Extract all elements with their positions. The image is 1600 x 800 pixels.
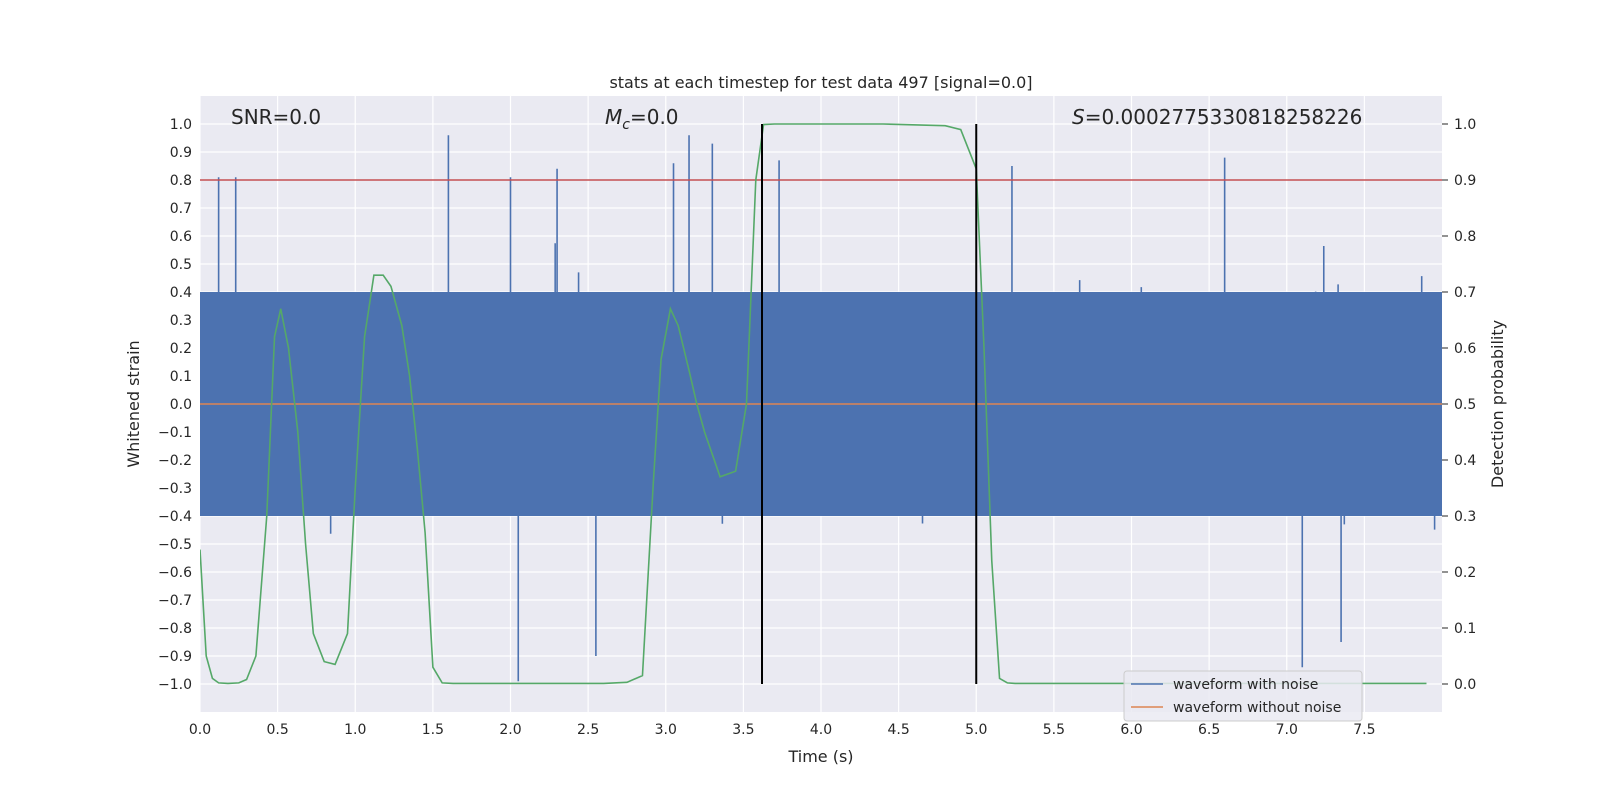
y-tick-label-left: −1.0 xyxy=(158,677,192,693)
x-tick-label: 2.0 xyxy=(499,722,521,738)
score-value: =0.0002775330818258226 xyxy=(1085,105,1363,129)
x-tick-label: 7.5 xyxy=(1353,722,1375,738)
x-tick-label: 4.5 xyxy=(887,722,909,738)
y-tick-label-left: 0.9 xyxy=(170,145,192,161)
y-tick-label-left: 0.4 xyxy=(170,285,192,301)
x-tick-label: 6.5 xyxy=(1198,722,1220,738)
legend-label-noise: waveform with noise xyxy=(1173,677,1318,693)
left-axis: 1.0 0.9 0.8 0.7 0.6 0.5 0.4 0.3 0.2 0.1 0.0 −0.1 −0.… xyxy=(158,117,192,693)
y-tick-label-right: 0.4 xyxy=(1454,453,1476,469)
x-tick-label: 3.0 xyxy=(655,722,677,738)
chirp-mass-symbol: M xyxy=(605,105,622,129)
x-tick-label: 0.5 xyxy=(266,722,288,738)
score-annotation: S=0.0002775330818258226 xyxy=(1072,105,1362,129)
y-tick-label-right: 1.0 xyxy=(1454,117,1476,133)
y-tick-label-right: 0.1 xyxy=(1454,621,1476,637)
y-tick-label-left: 0.0 xyxy=(170,397,192,413)
y-axis-label-right: Detection probability xyxy=(1488,320,1507,488)
legend-box xyxy=(1123,670,1363,722)
y-tick-label-right: 0.0 xyxy=(1454,677,1476,693)
y-tick-label-left: 0.2 xyxy=(170,341,192,357)
y-tick-label-left: 0.5 xyxy=(170,257,192,273)
y-tick-label-right: 0.3 xyxy=(1454,509,1476,525)
y-tick-label-left: 0.8 xyxy=(170,173,192,189)
y-tick-label-left: 0.6 xyxy=(170,229,192,245)
y-tick-label-left: −0.4 xyxy=(158,509,192,525)
chirp-mass-annotation: Mc=0.0 xyxy=(605,105,679,133)
y-tick-label-left: −0.6 xyxy=(158,565,192,581)
detection-probability-line xyxy=(200,123,1427,685)
right-axis: 1.0 0.9 0.8 0.7 0.6 0.5 0.4 0.3 0.2 0.1 0.0 xyxy=(1442,117,1476,693)
y-tick-label-right: 0.5 xyxy=(1454,397,1476,413)
x-tick-label: 5.5 xyxy=(1043,722,1065,738)
snr-annotation: SNR=0.0 xyxy=(231,105,321,129)
x-tick-label: 1.5 xyxy=(422,722,444,738)
chirp-mass-value: =0.0 xyxy=(630,105,679,129)
y-tick-label-left: 1.0 xyxy=(170,117,192,133)
x-tick-label: 7.0 xyxy=(1276,722,1298,738)
y-tick-label-right: 0.7 xyxy=(1454,285,1476,301)
chirp-mass-subscript: c xyxy=(622,117,630,133)
x-axis-label: Time (s) xyxy=(787,747,853,766)
y-tick-label-right: 0.9 xyxy=(1454,173,1476,189)
y-tick-label-left: −0.7 xyxy=(158,593,192,609)
y-tick-label-left: 0.1 xyxy=(170,369,192,385)
x-tick-label: 6.0 xyxy=(1120,722,1142,738)
x-tick-label: 2.5 xyxy=(577,722,599,738)
y-tick-label-left: −0.3 xyxy=(158,481,192,497)
score-symbol: S xyxy=(1072,105,1085,129)
legend-label-clean: waveform without noise xyxy=(1173,700,1341,716)
x-tick-label: 1.0 xyxy=(344,722,366,738)
x-tick-label: 4.0 xyxy=(810,722,832,738)
series-layer xyxy=(200,123,1442,685)
chart-title: stats at each timestep for test data 497… xyxy=(609,73,1032,92)
y-tick-label-left: 0.7 xyxy=(170,201,192,217)
y-tick-label-right: 0.8 xyxy=(1454,229,1476,245)
x-tick-label: 0.0 xyxy=(189,722,211,738)
x-tick-label: 5.0 xyxy=(965,722,987,738)
y-tick-label-left: 0.3 xyxy=(170,313,192,329)
plot-area xyxy=(200,123,1442,685)
y-tick-label-left: −0.5 xyxy=(158,537,192,553)
y-tick-label-left: −0.1 xyxy=(158,425,192,441)
legend: waveform with noise waveform without noi… xyxy=(1123,670,1363,722)
y-tick-label-left: −0.2 xyxy=(158,453,192,469)
y-tick-label-left: −0.9 xyxy=(158,649,192,665)
y-axis-label-left: Whitened strain xyxy=(124,340,143,467)
y-tick-label-right: 0.6 xyxy=(1454,341,1476,357)
y-tick-label-left: −0.8 xyxy=(158,621,192,637)
x-axis: 0.0 0.5 1.0 1.5 2.0 2.5 3.0 3.5 4.0 4.5 5.0 5.5 6.0 6… xyxy=(189,722,1376,738)
x-tick-label: 3.5 xyxy=(732,722,754,738)
y-tick-label-right: 0.2 xyxy=(1454,565,1476,581)
